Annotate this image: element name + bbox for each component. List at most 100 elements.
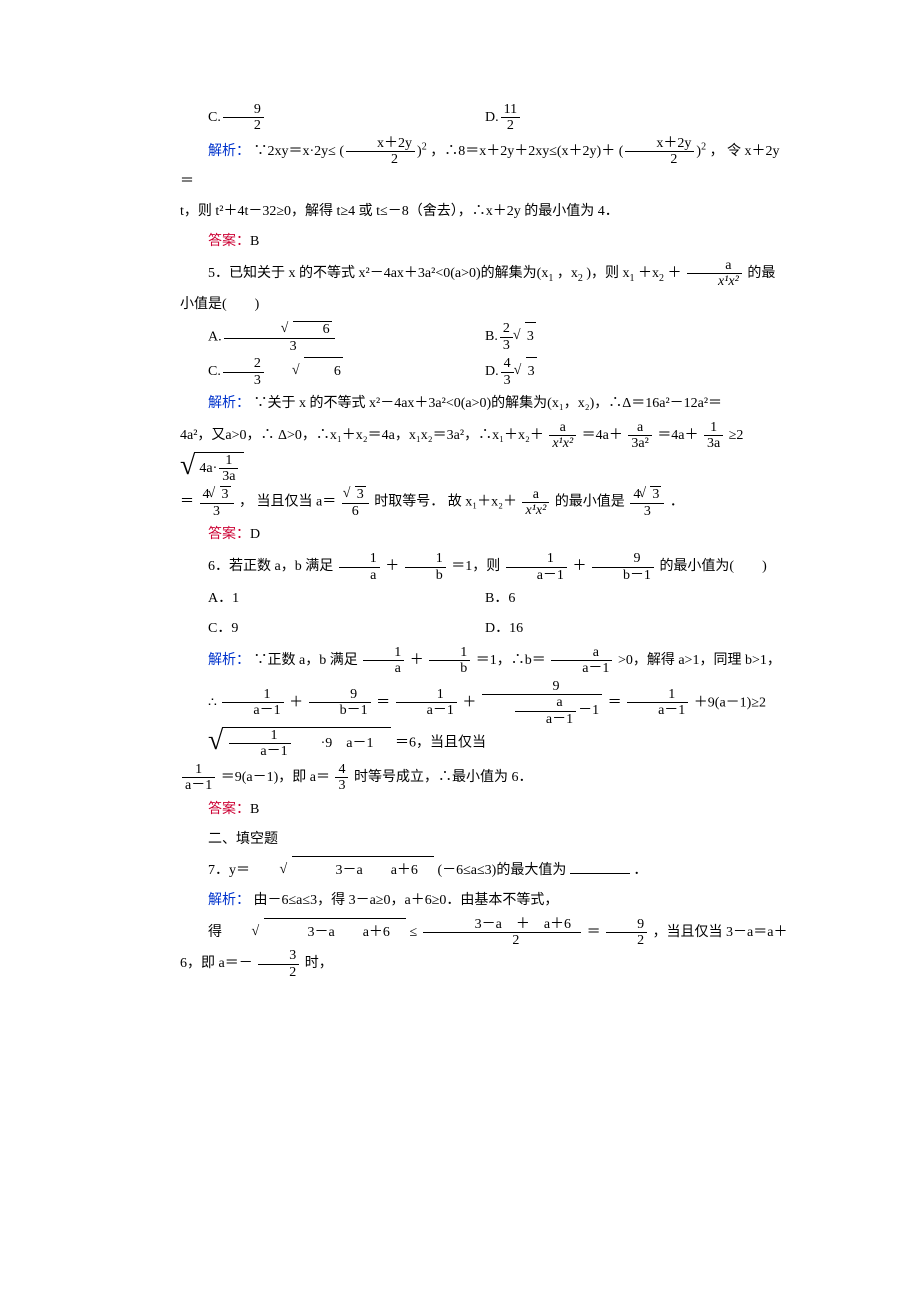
al: 解析： (208, 396, 250, 411)
q5-bd: 3 (500, 338, 513, 353)
q5-ad: 3 (224, 339, 335, 354)
q5-ana-2: 4a²，又a>0，∴ Δ>0，∴x₁＋x₂＝4a，x₁x₂＝3a²，∴x₁＋x₂… (180, 420, 790, 485)
n: 1 (704, 420, 723, 436)
n: 1 (363, 645, 404, 661)
q6-ana-3: 1a－1 ＝9(a－1)，即 a＝ 43 时等号成立，∴最小值为 6． (180, 762, 790, 794)
q4-analysis-1: 解析： ∵2xy＝x·2y≤ (x＋2y2)2 ，∴8＝x＋2y＋2xy≤(x＋… (180, 136, 790, 196)
q4-ana-frac-num: x＋2y (346, 136, 415, 152)
q5-options-cd: C.236 D.433 (180, 356, 790, 388)
t: 时， (305, 956, 333, 971)
q4-ana-1a: ∵2xy＝x·2y≤ (254, 144, 336, 159)
d: a－1 (222, 703, 283, 718)
t: ＝9(a－1)，即 a＝ (221, 770, 330, 785)
q5-dn: 4 (501, 356, 514, 372)
t: ∴ (208, 695, 217, 710)
n: 1 (219, 453, 238, 469)
n: 1 (182, 762, 215, 778)
q5-cn: 2 (223, 356, 264, 372)
q5-answer: 答案：D (180, 521, 790, 549)
d: a－1 (627, 703, 688, 718)
q4-ans: B (250, 234, 259, 249)
t: 得 (208, 925, 222, 940)
d: a－1 (506, 568, 567, 583)
d: b (429, 661, 470, 676)
q5-sb: ，x (557, 266, 578, 281)
al: 解析： (208, 893, 250, 908)
q4-options-cd: C.92 D.112 (180, 102, 790, 134)
q6-opts-ab: A．1 B．6 (180, 585, 790, 613)
n: 9 (309, 687, 371, 703)
d: 3a² (628, 436, 651, 451)
q5-opt-d: D.433 (485, 356, 790, 388)
d: 2 (606, 933, 647, 948)
q5-bn: 2 (500, 321, 513, 337)
d: a (363, 661, 404, 676)
q4-c-den: 2 (223, 118, 264, 133)
q6-stem: 6．若正数 a，b 满足 1a ＋ 1b ＝1，则 1a－1 ＋ 9b－1 的最… (180, 551, 790, 583)
d: 3a (704, 436, 723, 451)
t: 由－6≤a≤3，得 3－a≥0，a＋6≥0．由基本不等式， (254, 893, 559, 908)
a: B (250, 802, 259, 817)
q5-dr: 3 (526, 357, 537, 386)
n: 1 (396, 687, 457, 703)
t: ＝ (180, 495, 194, 510)
q5-options-ab: A.63 B.233 (180, 321, 790, 354)
q5-a1: ∵关于 x 的不等式 x²－4ax＋3a²<0(a>0)的解集为(x₁，x₂)，… (254, 396, 723, 411)
section-2-title: 二、填空题 (180, 826, 790, 854)
d: b－1 (592, 568, 654, 583)
d: b (405, 568, 446, 583)
t: ＋ (385, 559, 399, 574)
n: 1 (506, 551, 567, 567)
q5-se: ＋ (668, 266, 682, 281)
q4-ana-frac-den-2: 2 (625, 152, 694, 167)
q4-opt-d: D.112 (485, 102, 790, 134)
sq-a: 4a· (199, 455, 217, 483)
d: 3 (200, 504, 234, 519)
q5-opt-a: A.63 (180, 321, 485, 354)
q6-b: B．6 (485, 585, 790, 613)
q6-answer: 答案：B (180, 796, 790, 824)
q6-c: C．9 (180, 615, 485, 643)
n: 4 (335, 762, 348, 778)
q5-dd: 3 (501, 373, 514, 388)
q4-analysis-2: t，则 t²＋4t－32≥0，解得 t≥4 或 t≤－8（舍去），∴x＋2y 的… (180, 198, 790, 226)
q4-ana-frac-num-2: x＋2y (625, 136, 694, 152)
fill-blank[interactable] (570, 859, 630, 874)
q4-d-den: 2 (501, 118, 520, 133)
d: 2 (423, 933, 581, 948)
n: 3 (342, 486, 369, 503)
q5-sf: 的最 (747, 266, 775, 281)
analysis-label: 解析： (208, 144, 250, 159)
page: C.92 D.112 解析： ∵2xy＝x·2y≤ (x＋2y2)2 ，∴8＝x… (0, 0, 920, 1302)
radicand: 1a－1 ·9 a－1 (223, 727, 391, 760)
q4-opt-c: C.92 (180, 102, 485, 134)
n: 1 (222, 687, 283, 703)
n: 3 (258, 948, 299, 964)
d: aa－1－1 (482, 695, 602, 727)
t: 7．y＝ (208, 863, 250, 878)
t: ＋9(a－1)≥2 (694, 695, 766, 710)
d: a－1 (182, 778, 215, 793)
d: 3 (335, 778, 348, 793)
d: 3a (219, 469, 238, 484)
n: 1 (627, 687, 688, 703)
t: ＝6，当且仅当 (395, 736, 486, 751)
n: 1 (339, 551, 380, 567)
t: ＋ (410, 653, 424, 668)
n: 43 (200, 486, 234, 503)
t: ． (670, 495, 684, 510)
q5-sd: ＋x (638, 266, 659, 281)
d: x¹x² (525, 503, 546, 518)
t: >0，解得 a>1，同理 b>1， (618, 653, 781, 668)
al: 答案： (208, 802, 250, 817)
n: 1 (405, 551, 446, 567)
t: ＋ (572, 559, 586, 574)
radicand: 4a· 13a (195, 452, 244, 485)
a: D (250, 527, 260, 542)
q5-ana-1: 解析： ∵关于 x 的不等式 x²－4ax＋3a²<0(a>0)的解集为(x₁，… (180, 390, 790, 418)
d: 3 (630, 504, 664, 519)
t: －1 (578, 703, 599, 718)
q5-ana-3: ＝ 433 ， 当且仅当 a＝ 36 时取等号． 故 x₁＋x₂＋ ax¹x² … (180, 486, 790, 519)
radical-icon: √ (180, 727, 223, 760)
big-sqrt: √ 1a－1 ·9 a－1 (180, 727, 391, 760)
